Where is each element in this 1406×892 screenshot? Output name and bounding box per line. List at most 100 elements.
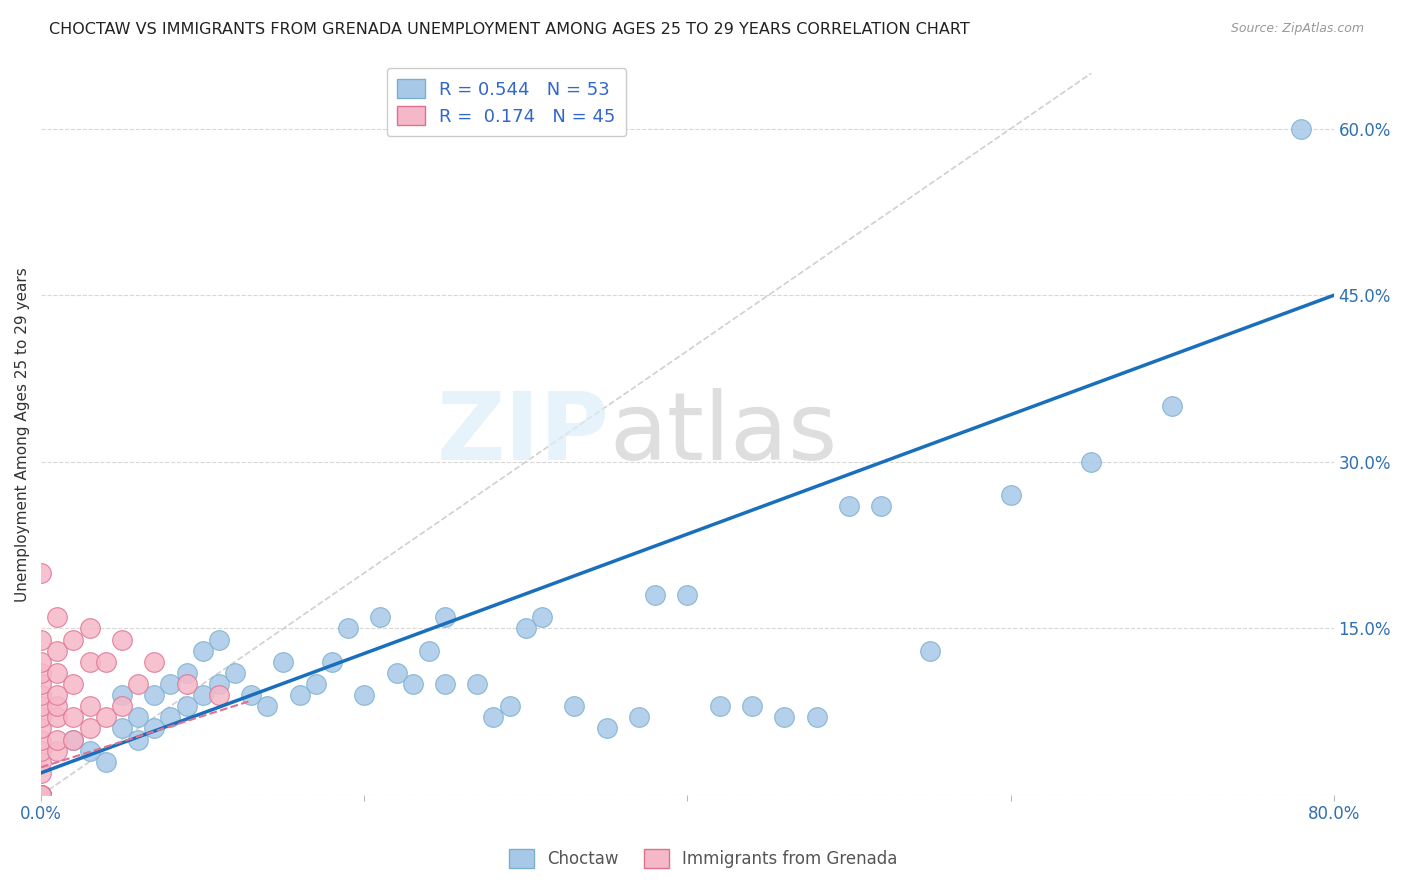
Point xyxy=(79,722,101,736)
Point xyxy=(46,732,69,747)
Point xyxy=(530,610,553,624)
Point xyxy=(30,788,52,802)
Point xyxy=(46,688,69,702)
Point xyxy=(1291,121,1313,136)
Text: CHOCTAW VS IMMIGRANTS FROM GRENADA UNEMPLOYMENT AMONG AGES 25 TO 29 YEARS CORREL: CHOCTAW VS IMMIGRANTS FROM GRENADA UNEMP… xyxy=(49,22,970,37)
Point xyxy=(111,722,134,736)
Point xyxy=(30,655,52,669)
Point xyxy=(370,610,392,624)
Point xyxy=(176,665,198,680)
Point xyxy=(176,699,198,714)
Point xyxy=(30,744,52,758)
Text: ZIP: ZIP xyxy=(437,388,610,480)
Point xyxy=(741,699,763,714)
Point xyxy=(337,622,360,636)
Point xyxy=(30,788,52,802)
Point xyxy=(62,632,84,647)
Point xyxy=(434,677,457,691)
Point xyxy=(482,710,505,724)
Point xyxy=(208,677,231,691)
Point xyxy=(62,710,84,724)
Point xyxy=(79,622,101,636)
Point xyxy=(143,688,166,702)
Point xyxy=(321,655,343,669)
Point xyxy=(1000,488,1022,502)
Point xyxy=(191,643,214,657)
Point xyxy=(176,677,198,691)
Legend: R = 0.544   N = 53, R =  0.174   N = 45: R = 0.544 N = 53, R = 0.174 N = 45 xyxy=(387,68,626,136)
Point xyxy=(30,710,52,724)
Point xyxy=(434,610,457,624)
Point xyxy=(288,688,311,702)
Point xyxy=(30,566,52,580)
Point xyxy=(353,688,375,702)
Point xyxy=(79,744,101,758)
Point xyxy=(918,643,941,657)
Point xyxy=(402,677,425,691)
Point xyxy=(224,665,246,680)
Point xyxy=(30,722,52,736)
Point xyxy=(498,699,520,714)
Point xyxy=(30,699,52,714)
Point xyxy=(127,732,149,747)
Point xyxy=(256,699,278,714)
Point xyxy=(46,710,69,724)
Point xyxy=(159,677,181,691)
Point xyxy=(127,710,149,724)
Point xyxy=(30,765,52,780)
Point xyxy=(208,688,231,702)
Point xyxy=(62,732,84,747)
Point xyxy=(46,610,69,624)
Point xyxy=(159,710,181,724)
Point xyxy=(644,588,666,602)
Point xyxy=(127,677,149,691)
Point xyxy=(240,688,263,702)
Point xyxy=(94,710,117,724)
Point xyxy=(515,622,537,636)
Point xyxy=(79,699,101,714)
Point xyxy=(273,655,295,669)
Point xyxy=(709,699,731,714)
Point xyxy=(1080,455,1102,469)
Point xyxy=(111,632,134,647)
Point xyxy=(838,500,860,514)
Point xyxy=(62,677,84,691)
Point xyxy=(30,632,52,647)
Point xyxy=(305,677,328,691)
Point xyxy=(595,722,617,736)
Point xyxy=(773,710,796,724)
Y-axis label: Unemployment Among Ages 25 to 29 years: Unemployment Among Ages 25 to 29 years xyxy=(15,267,30,601)
Point xyxy=(418,643,440,657)
Point xyxy=(870,500,893,514)
Point xyxy=(143,655,166,669)
Point xyxy=(385,665,408,680)
Point xyxy=(806,710,828,724)
Point xyxy=(62,732,84,747)
Text: atlas: atlas xyxy=(610,388,838,480)
Text: Source: ZipAtlas.com: Source: ZipAtlas.com xyxy=(1230,22,1364,36)
Point xyxy=(30,788,52,802)
Point xyxy=(94,755,117,769)
Legend: Choctaw, Immigrants from Grenada: Choctaw, Immigrants from Grenada xyxy=(502,843,904,875)
Point xyxy=(30,788,52,802)
Point xyxy=(30,788,52,802)
Point xyxy=(46,665,69,680)
Point xyxy=(627,710,650,724)
Point xyxy=(94,655,117,669)
Point xyxy=(46,643,69,657)
Point xyxy=(30,788,52,802)
Point xyxy=(191,688,214,702)
Point xyxy=(111,688,134,702)
Point xyxy=(467,677,489,691)
Point xyxy=(30,688,52,702)
Point xyxy=(30,677,52,691)
Point xyxy=(30,732,52,747)
Point xyxy=(676,588,699,602)
Point xyxy=(30,665,52,680)
Point xyxy=(1161,400,1184,414)
Point xyxy=(111,699,134,714)
Point xyxy=(143,722,166,736)
Point xyxy=(46,699,69,714)
Point xyxy=(208,632,231,647)
Point xyxy=(46,744,69,758)
